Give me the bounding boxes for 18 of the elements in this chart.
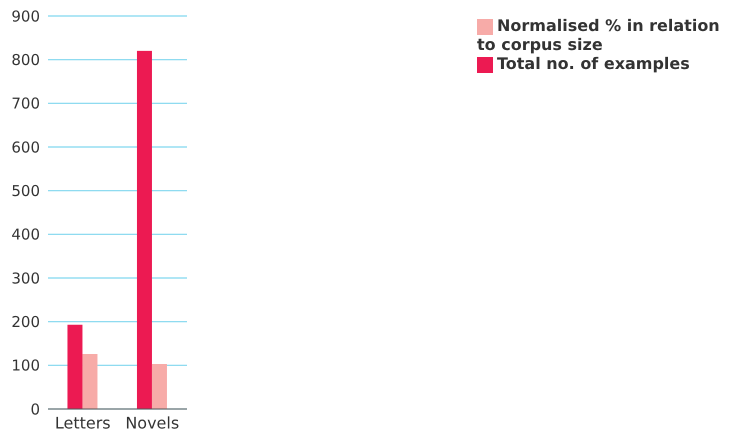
y-tick-label: 400 bbox=[11, 226, 40, 244]
y-tick-label: 900 bbox=[11, 7, 40, 26]
y-tick-label: 600 bbox=[11, 138, 40, 156]
y-tick-label: 800 bbox=[11, 50, 40, 69]
bar bbox=[136, 50, 152, 409]
y-tick-label: 100 bbox=[11, 356, 40, 375]
legend-label: Normalised % in relation to corpus size bbox=[477, 16, 720, 54]
bar bbox=[152, 364, 167, 409]
bar bbox=[82, 354, 98, 409]
x-tick-label: Letters bbox=[54, 413, 111, 432]
y-tick-label: 0 bbox=[30, 400, 40, 418]
y-tick-label: 200 bbox=[11, 312, 40, 331]
x-tick-label: Novels bbox=[125, 413, 180, 432]
bar bbox=[67, 324, 82, 409]
y-tick-label: 500 bbox=[11, 182, 40, 200]
y-tick-label: 300 bbox=[11, 269, 40, 288]
legend-label: Total no. of examples bbox=[497, 54, 690, 73]
y-tick-label: 700 bbox=[11, 94, 40, 113]
